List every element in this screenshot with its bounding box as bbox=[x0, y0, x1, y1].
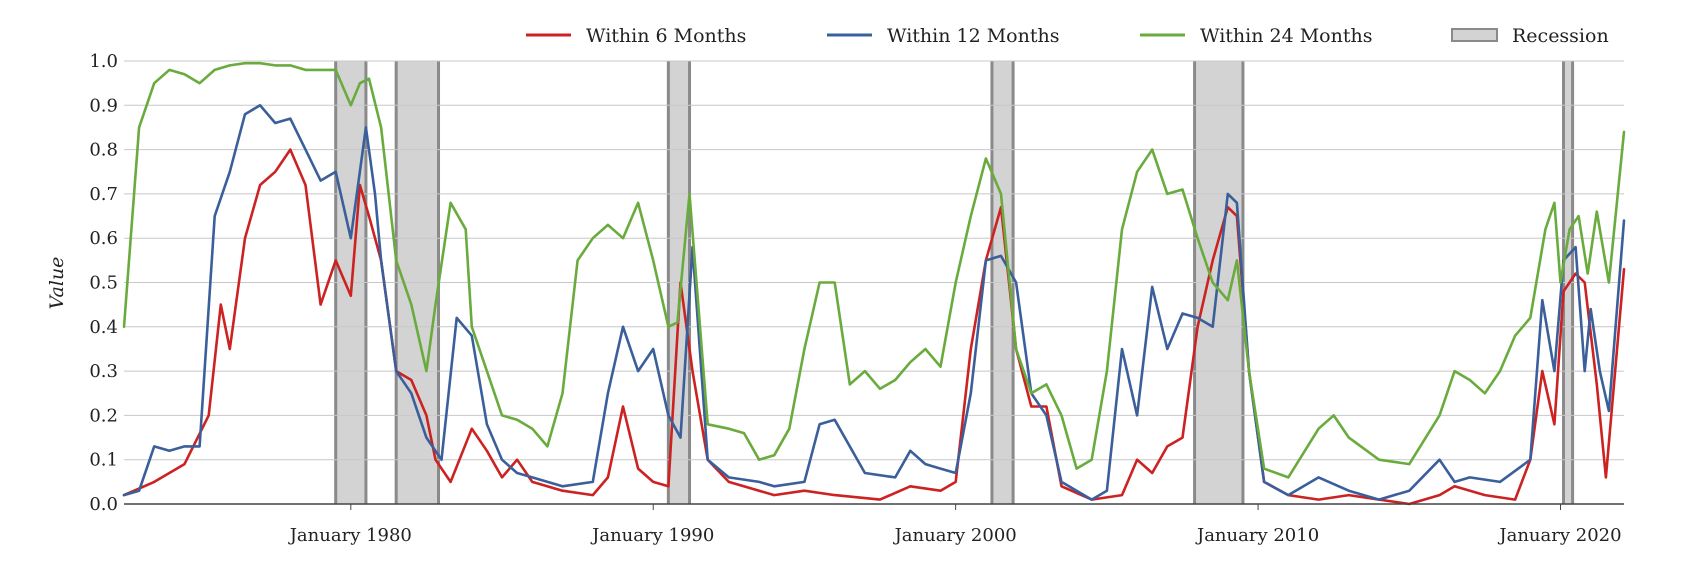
legend-label-1: Within 6 Months bbox=[586, 25, 746, 47]
series-line-1 bbox=[122, 148, 1626, 506]
gridlines bbox=[124, 60, 1624, 461]
legend-label-3: Within 24 Months bbox=[1200, 25, 1372, 47]
y-tick-label: 0.5 bbox=[89, 273, 118, 294]
series-line-3 bbox=[122, 61, 1626, 479]
series-line-2 bbox=[122, 104, 1626, 501]
x-tick-label: January 2020 bbox=[1497, 525, 1621, 546]
y-tick-label: 0.7 bbox=[89, 184, 118, 205]
x-tick-label: January 1990 bbox=[590, 525, 714, 546]
x-tick-label: January 2010 bbox=[1195, 525, 1319, 546]
legend-label-2: Within 12 Months bbox=[887, 25, 1059, 47]
y-tick-label: 0.4 bbox=[89, 317, 118, 338]
y-axis-title: Value bbox=[46, 257, 68, 310]
y-tick-label: 0.8 bbox=[89, 140, 118, 161]
axes: 0.0 0.1 0.2 0.3 0.4 0.5 0.6 0.7 0.8 0.9 1.0 January… bbox=[89, 51, 1624, 546]
y-tick-label: 1.0 bbox=[89, 51, 118, 72]
y-tick-label: 0.3 bbox=[89, 361, 118, 382]
series-lines bbox=[122, 61, 1626, 506]
x-tick-label: January 2000 bbox=[893, 525, 1017, 546]
y-tick-label: 0.0 bbox=[89, 494, 118, 515]
x-tick-label: January 1980 bbox=[288, 525, 412, 546]
y-tick-label: 0.1 bbox=[89, 450, 118, 471]
y-tick-label: 0.9 bbox=[89, 95, 118, 116]
legend-label-4: Recession bbox=[1512, 25, 1609, 47]
legend: Within 6 Months Within 12 Months Within 24… bbox=[526, 25, 1609, 47]
y-tick-label: 0.6 bbox=[89, 228, 118, 249]
legend-swatch-recession bbox=[1451, 28, 1498, 42]
y-tick-label: 0.2 bbox=[89, 405, 118, 426]
